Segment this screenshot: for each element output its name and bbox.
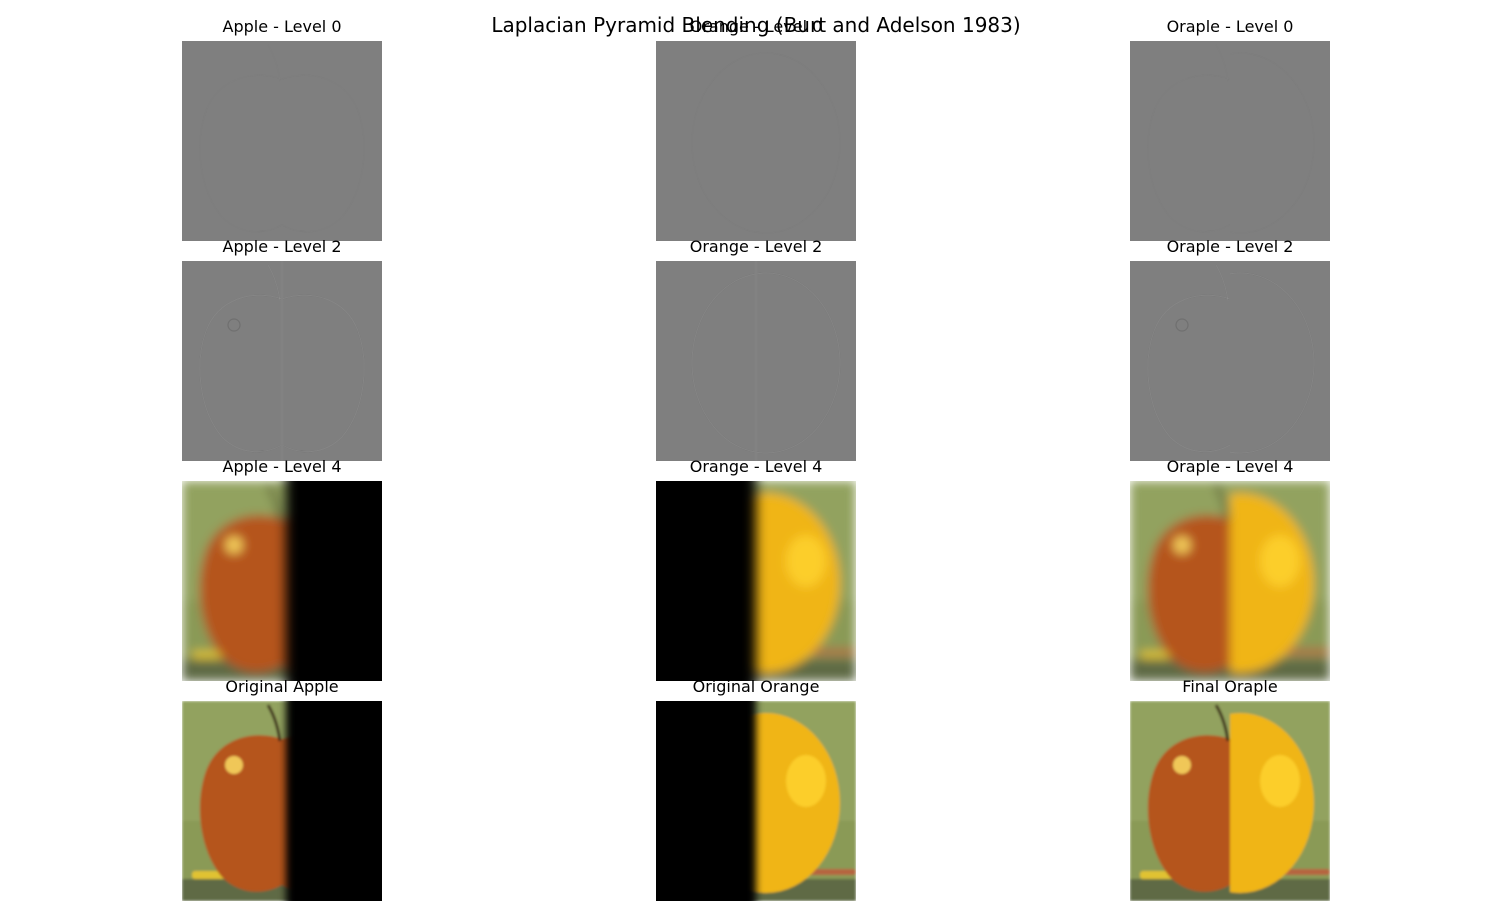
panel-title: Apple - Level 0 xyxy=(222,17,342,36)
figure-title: Laplacian Pyramid Blending (Burt and Ade… xyxy=(491,13,1021,37)
panel-image xyxy=(182,261,382,461)
panel-oraple-laplacian-2: Oraple - Level 2 xyxy=(1130,237,1330,461)
panel-title: Final Oraple xyxy=(1182,677,1278,696)
panel-title: Oraple - Level 4 xyxy=(1166,457,1294,476)
panel-title: Apple - Level 4 xyxy=(222,457,342,476)
panel-image xyxy=(182,701,382,901)
panel-oraple-laplacian-0: Oraple - Level 0 xyxy=(1130,17,1330,241)
panel-orange-gaussian-4: Orange - Level 4 xyxy=(656,457,856,681)
panel-title: Oraple - Level 0 xyxy=(1166,17,1294,36)
panel-image xyxy=(656,41,856,241)
panel-image xyxy=(182,481,382,681)
panel-image xyxy=(656,701,856,901)
panel-image xyxy=(1130,41,1330,241)
panel-apple-laplacian-0: Apple - Level 0 xyxy=(182,17,382,241)
panel-title: Oraple - Level 2 xyxy=(1166,237,1294,256)
panel-title: Orange - Level 0 xyxy=(689,17,823,36)
panel-title: Apple - Level 2 xyxy=(222,237,342,256)
panel-apple-gaussian-4: Apple - Level 4 xyxy=(182,457,382,681)
panel-apple-original: Original Apple xyxy=(182,677,382,901)
panel-image xyxy=(1130,261,1330,461)
panel-apple-laplacian-2: Apple - Level 2 xyxy=(182,237,382,461)
panel-orange-original: Original Orange xyxy=(656,677,856,901)
panel-orange-laplacian-0: Orange - Level 0 xyxy=(656,17,856,241)
panel-title: Orange - Level 2 xyxy=(689,237,823,256)
panel-orange-laplacian-2: Orange - Level 2 xyxy=(656,237,856,461)
panel-image xyxy=(656,261,856,461)
panel-image xyxy=(656,481,856,681)
panel-oraple-gaussian-4: Oraple - Level 4 xyxy=(1130,457,1330,681)
panel-title: Original Orange xyxy=(692,677,820,696)
panel-image xyxy=(1130,481,1330,681)
panel-title: Orange - Level 4 xyxy=(689,457,823,476)
panel-image xyxy=(1130,701,1330,901)
panel-oraple-original: Final Oraple xyxy=(1130,677,1330,901)
panel-title: Original Apple xyxy=(225,677,339,696)
panel-image xyxy=(182,41,382,241)
